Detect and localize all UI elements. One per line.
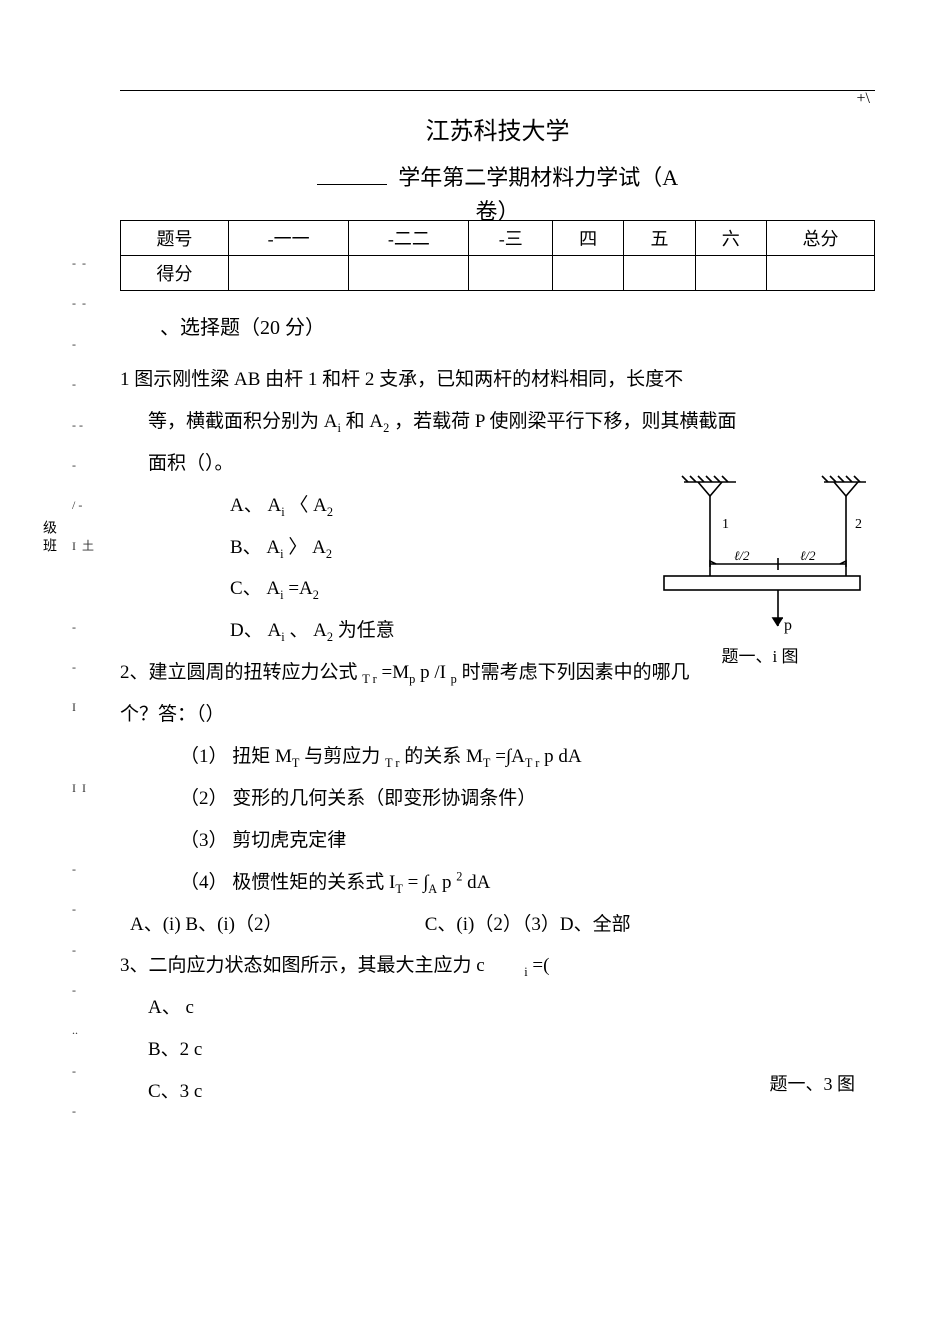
q2i4a: （4） 极惯性矩的关系式 I <box>180 872 395 893</box>
q1d-pre: D、 A <box>230 620 281 641</box>
university-title: 江苏科技大学 <box>120 111 875 146</box>
q2l1-tau: T r <box>362 672 377 686</box>
dim-label-left: ℓ/2 <box>734 548 750 563</box>
figure-1: 1 2 ℓ/2 ℓ/2 p 题一、i 图 <box>645 468 875 667</box>
q2-opts: A、(i) B、(i)（2） C、(i)（2）（3）D、全部 <box>120 905 875 945</box>
sub-2: 2 <box>383 421 389 435</box>
th-label: 题号 <box>121 221 229 256</box>
cell-1[interactable] <box>229 256 349 291</box>
q3l1b: =( <box>532 955 549 976</box>
q1b-s1: i <box>280 546 283 560</box>
q2i1-tau: T r <box>385 756 400 770</box>
q2-item1: （1） 扭矩 MT 与剪应力 T r 的关系 MT =∫AT r p dA <box>120 737 875 777</box>
q1b-s2: 2 <box>326 546 332 560</box>
q2i4s1: T <box>395 881 403 895</box>
th-6: 六 <box>695 221 766 256</box>
q1d-end: 为任意 <box>338 620 395 641</box>
q1-l2a: 等，横截面积分别为 A <box>148 411 337 432</box>
binding-marks: - -- ---- - -/ -I 土 - -I I I ----..-- <box>72 250 102 1139</box>
q1b-pre: B、 A <box>230 537 280 558</box>
th-4: 四 <box>552 221 623 256</box>
cell-6[interactable] <box>695 256 766 291</box>
q2optsB: C、(i)（2）（3）D、全部 <box>425 914 631 935</box>
subtitle-text: 学年第二学期材料力学试（A <box>398 165 678 190</box>
rod1-label: 1 <box>722 517 729 532</box>
header-mark: +\ <box>857 90 870 108</box>
q2i1c: 的关系 M <box>404 746 483 767</box>
exam-subtitle: 学年第二学期材料力学试（A <box>120 160 875 192</box>
cell-total[interactable] <box>766 256 874 291</box>
side-class-label: 级班 <box>38 520 58 556</box>
q2i1s1: T <box>292 756 300 770</box>
cell-3[interactable] <box>469 256 553 291</box>
q1a-s1: i <box>281 504 284 518</box>
q1d-s2: 2 <box>327 630 333 644</box>
q2i1e: p dA <box>544 746 581 767</box>
q2-item2: （2） 变形的几何关系（即变形协调条件） <box>120 779 875 819</box>
q2-item4: （4） 极惯性矩的关系式 IT = ∫A p 2 dA <box>120 863 875 903</box>
score-value-row: 得分 <box>121 256 875 291</box>
sub-i: i <box>337 421 340 435</box>
score-table: 题号 -一一 -二二 -三 四 五 六 总分 得分 <box>120 220 875 291</box>
rod2-label: 2 <box>855 517 862 532</box>
row-label: 得分 <box>121 256 229 291</box>
section-1-title: 、选择题（20 分） <box>160 311 875 340</box>
cell-2[interactable] <box>349 256 469 291</box>
q1c-s1: i <box>280 588 283 602</box>
q1-l2b: 和 A <box>346 411 383 432</box>
dim-label-right: ℓ/2 <box>800 548 816 563</box>
q1-line2: 等，横截面积分别为 Ai 和 A2 ，若载荷 P 使刚梁平行下移，则其横截面 <box>120 402 875 442</box>
q1a-s2: 2 <box>327 504 333 518</box>
q2i1s2: T <box>483 756 491 770</box>
q2l1-sp: p <box>451 672 457 686</box>
q2i1a: （1） 扭矩 M <box>180 746 292 767</box>
figure-1-caption: 题一、i 图 <box>645 642 875 667</box>
q1d-mid: 、 A <box>289 620 326 641</box>
year-blank[interactable] <box>317 163 387 185</box>
q2i1b: 与剪应力 <box>304 746 385 767</box>
q3-optA: A、 c <box>120 988 875 1028</box>
q3-optC: C、3 c <box>120 1072 875 1112</box>
q1a-mid: 〈 A <box>289 495 326 516</box>
cell-5[interactable] <box>624 256 695 291</box>
q2l1c: p /I <box>420 662 451 683</box>
th-total: 总分 <box>766 221 874 256</box>
q2i4sup: 2 <box>456 869 462 883</box>
load-label: p <box>784 617 792 634</box>
q1c-mid: =A <box>288 578 312 599</box>
q2i1d: =∫A <box>495 746 525 767</box>
th-1: -一一 <box>229 221 349 256</box>
q1c-s2: 2 <box>313 588 319 602</box>
cell-4[interactable] <box>552 256 623 291</box>
header-rule <box>120 90 875 91</box>
q2l1b: =M <box>382 662 410 683</box>
beam-diagram-icon: 1 2 ℓ/2 ℓ/2 p <box>650 468 870 638</box>
q2-item3: （3） 剪切虎克定律 <box>120 821 875 861</box>
q3l1a: 3、二向应力状态如图所示，其最大主应力 c <box>120 955 485 976</box>
q3l1s: i <box>524 965 527 979</box>
th-5: 五 <box>624 221 695 256</box>
th-2: -二二 <box>349 221 469 256</box>
q2optsA: A、(i) B、(i)（2） <box>130 905 420 945</box>
figure-3-caption: 题一、3 图 <box>770 1070 856 1096</box>
q2i4c: p <box>442 872 456 893</box>
q1c-pre: C、 A <box>230 578 280 599</box>
q1-l2c: ，若载荷 P 使刚梁平行下移，则其横截面 <box>394 411 736 432</box>
q2i4b: = ∫ <box>408 872 429 893</box>
q1d-s1: i <box>281 630 284 644</box>
q2i1s3: T r <box>525 756 540 770</box>
q3-line1: 3、二向应力状态如图所示，其最大主应力 c i =( <box>120 946 875 986</box>
q2l1-sT: p <box>409 672 415 686</box>
q2i4s2: A <box>428 881 437 895</box>
q1b-mid: 〉 A <box>288 537 325 558</box>
q2l1a: 2、建立圆周的扭转应力公式 <box>120 662 362 683</box>
q1-line1: 1 图示刚性梁 AB 由杆 1 和杆 2 支承，已知两杆的材料相同，长度不 <box>120 360 875 400</box>
q2i4d: dA <box>467 872 490 893</box>
q2-line2: 个？答：（） <box>120 695 875 735</box>
q1a-pre: A、 A <box>230 495 281 516</box>
q3-optB: B、2 c <box>120 1030 875 1070</box>
